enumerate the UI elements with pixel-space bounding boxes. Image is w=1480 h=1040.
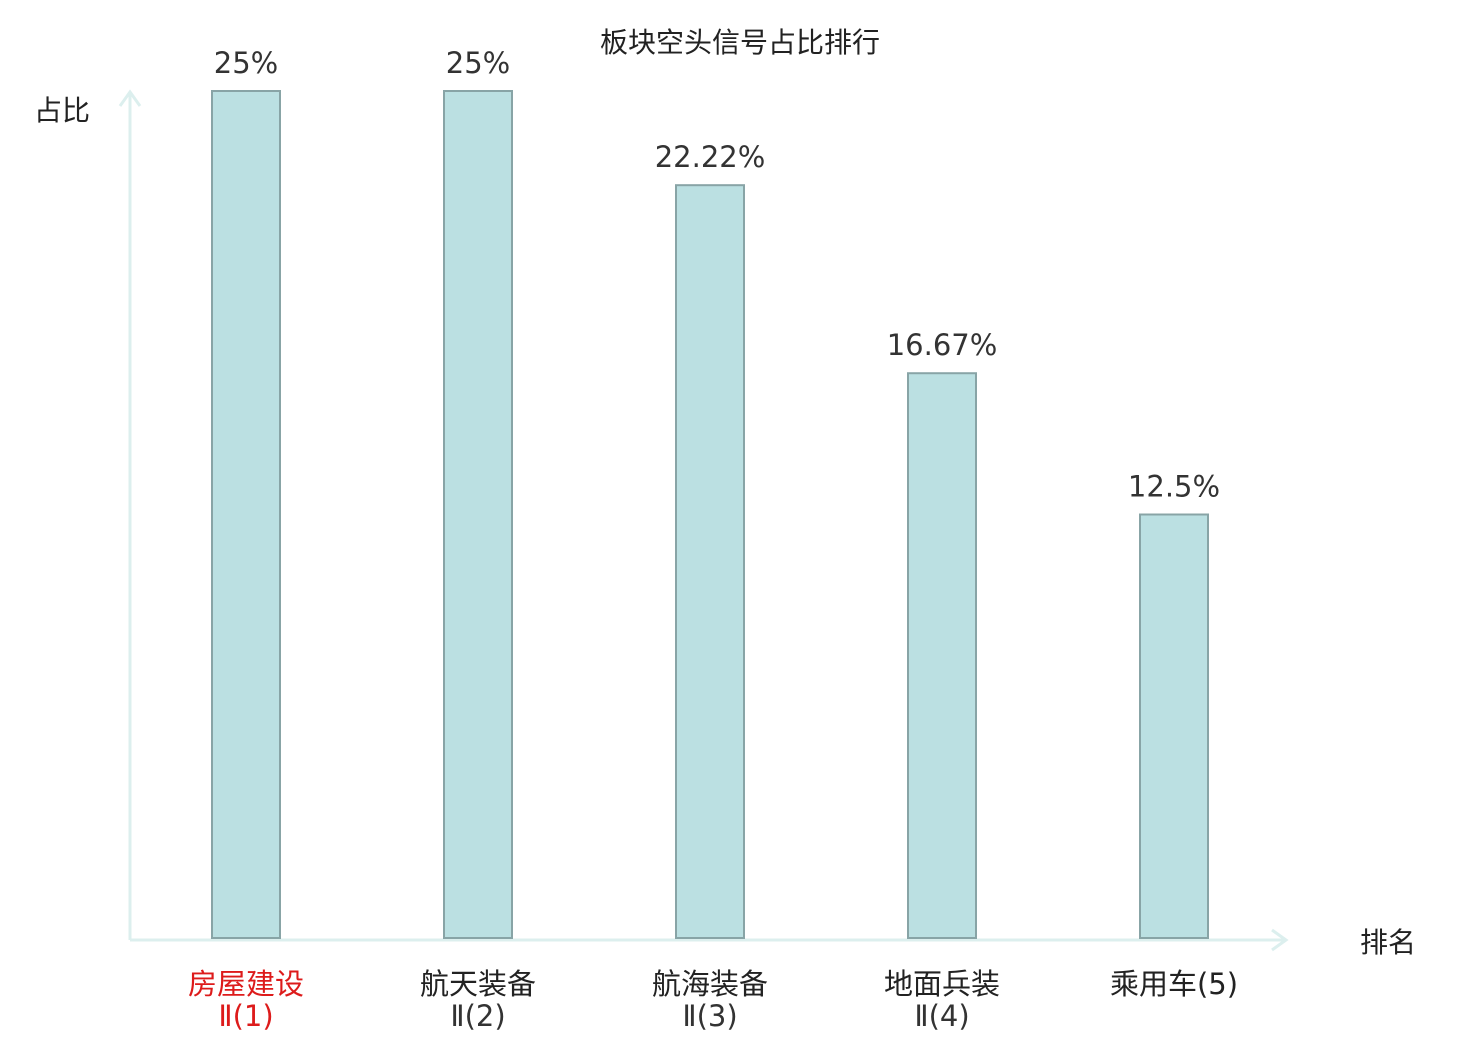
category-sublabel-3: Ⅱ(3) [682, 999, 737, 1033]
category-label-4: 地面兵装 [884, 967, 1000, 1001]
bars-group [211, 90, 1209, 939]
value-label-3: 22.22% [655, 140, 766, 174]
value-label-5: 12.5% [1128, 470, 1220, 504]
bar-4 [907, 372, 977, 939]
x-axis [130, 928, 1289, 952]
value-labels-group: 25% 25% 22.22% 16.67% 12.5% [214, 46, 1220, 504]
y-axis [118, 89, 142, 940]
category-sublabel-2: Ⅱ(2) [450, 999, 505, 1033]
bar-2 [443, 90, 513, 939]
category-label-5: 乘用车(5) [1110, 967, 1238, 1001]
x-axis-label: 排名 [1360, 926, 1416, 959]
bar-5 [1139, 513, 1209, 939]
category-sublabel-4: Ⅱ(4) [914, 999, 969, 1033]
value-label-2: 25% [446, 46, 510, 80]
bar-1 [211, 90, 281, 939]
chart-title: 板块空头信号占比排行 [600, 26, 880, 59]
category-sublabel-1: Ⅱ(1) [218, 999, 273, 1033]
bar-3 [675, 184, 745, 939]
category-label-1: 房屋建设 [188, 967, 304, 1001]
value-label-4: 16.67% [887, 328, 998, 362]
value-label-1: 25% [214, 46, 278, 80]
y-axis-label: 占比 [34, 94, 90, 127]
category-label-2: 航天装备 [420, 967, 536, 1001]
category-label-3: 航海装备 [652, 967, 768, 1001]
